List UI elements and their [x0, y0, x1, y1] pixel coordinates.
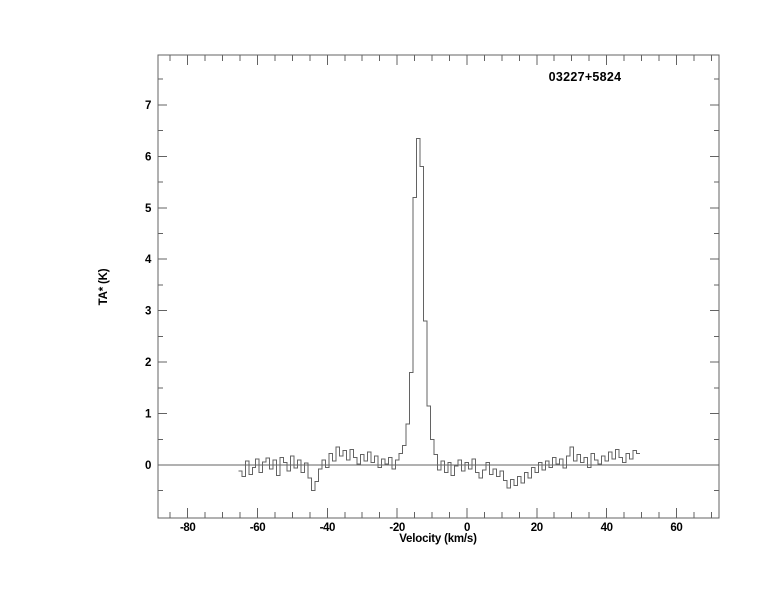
y-tick-label: 4	[145, 254, 152, 266]
y-tick-label: 1	[145, 409, 152, 421]
y-tick-label: 0	[145, 460, 151, 472]
x-tick-label: 60	[670, 522, 682, 534]
x-tick-label: 0	[464, 522, 470, 534]
trace-layer	[238, 137, 640, 492]
spectrum-trace	[238, 137, 640, 492]
x-tick-label: 40	[601, 522, 613, 534]
x-tick-label: -80	[180, 522, 195, 534]
x-tick-label: -60	[250, 522, 265, 534]
x-tick-label: 20	[531, 522, 543, 534]
y-tick-label: 6	[145, 151, 151, 163]
x-tick-label: -40	[320, 522, 335, 534]
axes-layer: -80 -60 -40 -20 0 20 40 60 0 1 2 3 4 5 6 7	[145, 54, 720, 534]
source-title: 03227+5824	[549, 70, 622, 84]
y-tick-label: 2	[145, 357, 151, 369]
plot-frame	[157, 54, 720, 519]
y-tick-label: 7	[145, 100, 151, 112]
y-tick-label: 5	[145, 203, 152, 215]
y-axis-label: TA* (K)	[98, 268, 110, 305]
x-axis-label: Velocity (km/s)	[399, 533, 477, 545]
y-tick-label: 3	[145, 306, 151, 318]
x-tick-label: -20	[389, 522, 404, 534]
